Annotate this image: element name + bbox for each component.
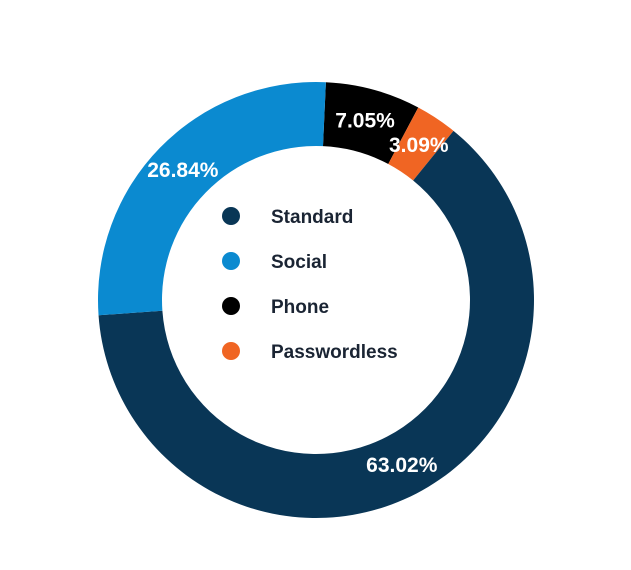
legend-label-social: Social (271, 252, 327, 273)
legend-swatch-phone (222, 297, 240, 315)
slice-labels-group: 7.05%3.09% 63.02% 26.84% (147, 110, 449, 477)
legend-label-phone: Phone (271, 297, 329, 318)
slice-label-phone: 7.05% (335, 110, 395, 133)
legend-label-passwordless: Passwordless (271, 342, 398, 363)
legend: Standard Social Phone Passwordless (222, 207, 398, 363)
legend-item-social: Social (222, 252, 327, 273)
slice-standard (98, 130, 535, 518)
slice-label-standard: 63.02% (366, 454, 438, 477)
slice-social (98, 81, 326, 316)
legend-swatch-standard (222, 207, 240, 225)
legend-item-passwordless: Passwordless (222, 342, 398, 363)
legend-item-standard: Standard (222, 207, 353, 228)
legend-swatch-social (222, 252, 240, 270)
slice-label-passwordless: 3.09% (389, 134, 449, 157)
slice-phone (322, 82, 419, 165)
slices-group (98, 81, 535, 518)
legend-item-phone: Phone (222, 297, 329, 318)
slice-label-social: 26.84% (147, 159, 219, 182)
legend-swatch-passwordless (222, 342, 240, 360)
slice-passwordless (388, 107, 454, 181)
legend-label-standard: Standard (271, 207, 353, 228)
